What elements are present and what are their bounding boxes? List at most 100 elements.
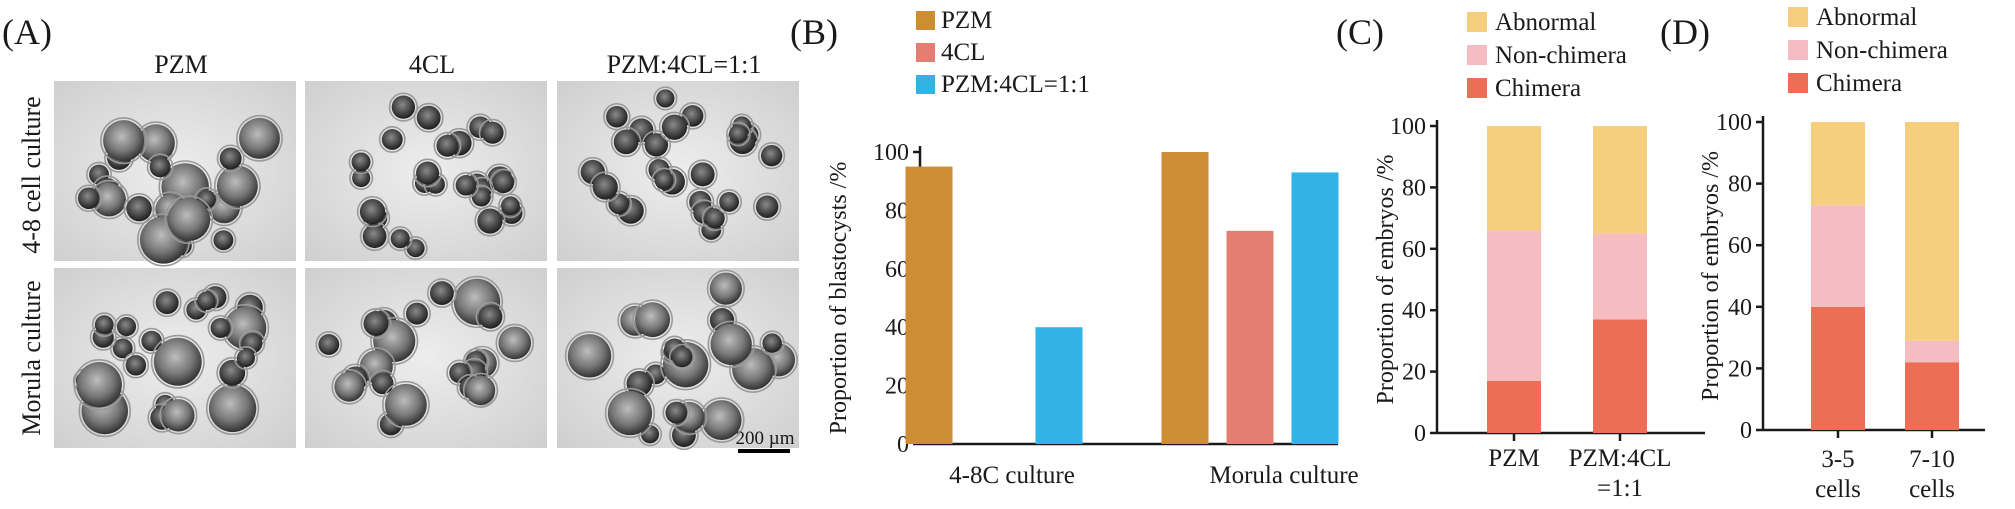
row-title-morula: Morula culture: [17, 280, 46, 435]
legend-label: 4CL: [941, 39, 985, 66]
embryo: [637, 422, 663, 447]
y-tick-label: 20: [885, 374, 909, 400]
legend-label: Non-chimera: [1495, 42, 1627, 69]
legend-label: Abnormal: [1816, 4, 1917, 31]
y-tick-label: 0: [1740, 418, 1752, 444]
embryo: [452, 172, 480, 199]
legend-swatch: [1788, 7, 1808, 27]
micrograph-panel: PZM 4CL PZM:4CL=1:1 4-8 cell culture Mor…: [17, 50, 799, 453]
micrograph-image: [54, 81, 296, 267]
embryo: [475, 301, 506, 332]
stacked-segment: [1593, 126, 1647, 234]
embryo: [73, 359, 125, 411]
micrograph-image: [305, 81, 547, 261]
panel-label-b: (B): [790, 12, 838, 52]
stacked-segment: [1811, 122, 1865, 206]
embryo: [725, 121, 751, 147]
embryo: [707, 320, 755, 368]
embryo: [378, 126, 406, 153]
stacked-segment: [1593, 319, 1647, 433]
embryo: [159, 396, 198, 435]
embryo: [413, 102, 444, 133]
bar: [1035, 327, 1083, 444]
embryo: [150, 334, 205, 389]
chimera-stacked-chart-cells: 0 20 40 60 80 100 Proportion of embryos /% 3-5 c…: [1698, 4, 1985, 503]
embryo: [651, 167, 677, 193]
embryo: [589, 171, 621, 203]
y-axis-title: Proportion of blastocysts /%: [826, 162, 852, 435]
stacked-segment: [1905, 340, 1959, 363]
embryo: [658, 111, 691, 143]
panel-label-c: (C): [1336, 12, 1384, 52]
legend-label: Chimera: [1816, 70, 1902, 97]
embryo: [564, 331, 615, 381]
legend-label: PZM: [941, 7, 992, 34]
stacked-segment: [1487, 380, 1541, 433]
embryo: [122, 352, 150, 379]
micrograph-image: [305, 268, 547, 448]
x-category-label: PZM: [1488, 445, 1539, 472]
embryo: [205, 381, 260, 436]
micrograph-image: [557, 81, 799, 261]
stacked-segment: [1905, 362, 1959, 430]
embryo: [387, 226, 413, 252]
stacked-segment: [1905, 122, 1959, 341]
x-category-label: 7-10 cells: [1909, 446, 1955, 503]
embryo: [759, 330, 785, 356]
embryo: [474, 205, 506, 237]
embryo: [382, 380, 430, 429]
embryo: [662, 398, 691, 427]
embryo: [433, 131, 462, 160]
embryo: [701, 205, 728, 232]
scale-bar-label: 200 µm: [736, 428, 795, 449]
embryo: [315, 331, 343, 358]
column-title-mix: PZM:4CL=1:1: [607, 50, 762, 79]
embryo: [100, 117, 148, 165]
y-tick-label: 80: [885, 198, 909, 224]
legend-label: Abnormal: [1495, 9, 1596, 36]
legend-swatch: [916, 75, 935, 94]
embryo: [91, 312, 117, 338]
y-tick-label: 20: [1728, 356, 1752, 382]
y-tick-label: 60: [885, 257, 909, 283]
x-category-label: 3-5 cells: [1815, 446, 1861, 503]
panel-label-a: (A): [2, 12, 52, 52]
embryo: [74, 184, 103, 213]
legend-swatch: [1788, 40, 1808, 60]
legend-swatch: [1467, 12, 1487, 32]
y-tick-label: 100: [873, 140, 909, 166]
x-category-label: PZM:4CL =1:1: [1569, 445, 1672, 502]
bar: [905, 166, 953, 444]
y-tick-label: 20: [1402, 360, 1426, 386]
y-tick-label: 40: [885, 315, 909, 341]
y-axis-title: Proportion of embryos /%: [1698, 151, 1724, 401]
embryo: [236, 114, 283, 162]
micrograph-image: [54, 268, 296, 448]
embryo: [388, 92, 419, 122]
stacked-segment: [1593, 233, 1647, 320]
stacked-segment: [1487, 126, 1541, 231]
bar: [1161, 152, 1209, 444]
embryo: [478, 118, 507, 147]
embryo: [752, 192, 782, 221]
y-tick-label: 100: [1716, 110, 1752, 136]
embryo: [356, 196, 389, 228]
y-axis-title: Proportion of embryos /%: [1373, 155, 1399, 405]
legend-label: Chimera: [1495, 75, 1581, 102]
embryo: [632, 299, 674, 341]
embryo: [123, 192, 155, 225]
stacked-segment: [1811, 306, 1865, 430]
embryo: [716, 189, 743, 215]
embryo: [233, 346, 258, 371]
embryo: [426, 278, 457, 309]
legend-swatch: [1467, 78, 1487, 98]
embryo: [113, 314, 140, 340]
legend-label: PZM:4CL=1:1: [941, 71, 1090, 98]
legend-swatch: [916, 43, 935, 62]
embryo: [641, 130, 672, 160]
x-category-label: 4-8C culture: [949, 462, 1075, 489]
column-title-4cl: 4CL: [409, 50, 455, 79]
embryo: [360, 307, 392, 339]
embryo: [757, 141, 786, 170]
